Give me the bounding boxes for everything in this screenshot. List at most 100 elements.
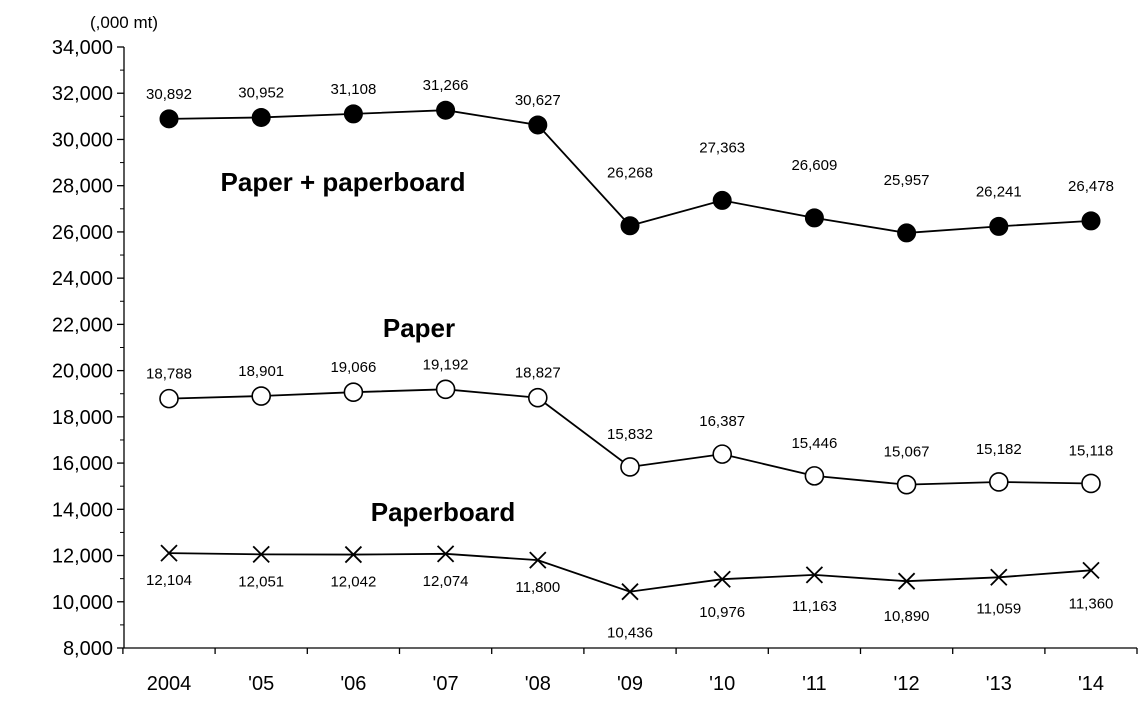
data-label: 10,890	[884, 608, 930, 625]
data-label: 16,387	[699, 413, 745, 430]
y-tick-label: 16,000	[52, 453, 113, 475]
y-tick-label: 34,000	[52, 37, 113, 59]
data-label: 26,478	[1068, 178, 1114, 195]
x-tick-label: '06	[340, 673, 366, 695]
data-point	[896, 474, 917, 495]
data-label: 15,182	[976, 441, 1022, 458]
data-point	[805, 566, 824, 584]
data-label: 12,104	[146, 572, 192, 589]
y-tick-label: 28,000	[52, 176, 113, 198]
data-label: 10,436	[607, 625, 653, 642]
y-tick-label: 32,000	[52, 83, 113, 105]
data-label: 30,627	[515, 92, 561, 109]
data-label: 12,042	[330, 574, 376, 591]
y-axis-unit-label: (,000 mt)	[90, 13, 158, 32]
data-point	[620, 457, 640, 477]
data-label: 26,241	[976, 183, 1022, 200]
data-label: 15,118	[1069, 442, 1114, 459]
data-label: 25,957	[884, 172, 930, 189]
data-point	[436, 545, 455, 563]
data-label: 15,067	[884, 444, 930, 461]
y-tick-label: 8,000	[63, 638, 113, 660]
data-point	[252, 545, 270, 563]
data-point	[528, 115, 548, 135]
y-tick-labels: 8,000 10,000 12,000 14,000 16,000 18,000 20,00…	[52, 37, 113, 660]
data-label: 10,976	[699, 604, 745, 621]
cross-stroke	[990, 568, 1008, 586]
data-label: 26,268	[607, 165, 653, 182]
data-point	[1082, 561, 1100, 579]
cross-stroke	[805, 566, 824, 584]
cross-stroke	[344, 545, 363, 564]
data-point	[897, 223, 917, 243]
x-tick-labels: 2004 '05 '06 '07 '08 '09 '10 '11 '12 '13 '14	[147, 673, 1104, 695]
data-label: 11,059	[976, 600, 1021, 617]
y-tick-label: 14,000	[52, 499, 113, 521]
data-label: 26,609	[791, 157, 837, 174]
y-tick-label: 30,000	[52, 129, 113, 151]
series-label: Paperboard	[371, 497, 516, 527]
series-label: Paper + paperboard	[221, 167, 466, 197]
data-label: 31,108	[330, 81, 376, 98]
data-point	[529, 551, 547, 569]
data-point	[621, 583, 639, 601]
data-point	[897, 572, 916, 590]
data-label: 11,163	[792, 598, 837, 615]
data-point	[712, 190, 732, 210]
x-tick-label: '13	[986, 673, 1012, 695]
cross-stroke	[252, 545, 270, 563]
x-tick-label: '09	[617, 673, 643, 695]
series-line-paperboard	[168, 552, 1092, 593]
x-tick-label: '12	[894, 673, 920, 695]
data-label: 18,788	[146, 366, 192, 383]
data-label: 11,800	[515, 579, 560, 596]
data-point	[712, 444, 733, 464]
x-tick-label: '10	[709, 673, 735, 695]
x-tick-label: '05	[248, 673, 274, 695]
data-label: 19,192	[423, 356, 469, 373]
data-point	[436, 100, 456, 120]
data-point	[159, 109, 179, 129]
y-tick-label: 10,000	[52, 592, 113, 614]
data-label: 31,266	[423, 77, 469, 94]
cross-stroke	[1082, 561, 1100, 579]
data-label: 11,360	[1069, 595, 1114, 612]
x-tick-label: '11	[802, 673, 827, 695]
series-label: Paper	[383, 313, 455, 343]
series-labels: Paper + paperboard Paper Paperboard	[221, 167, 516, 527]
data-point	[713, 570, 731, 588]
cross-stroke	[529, 551, 547, 569]
series-markers	[159, 100, 1101, 601]
cross-stroke	[713, 570, 731, 588]
data-point	[251, 386, 272, 406]
data-label: 27,363	[699, 139, 745, 156]
data-point	[343, 382, 364, 403]
data-point	[159, 388, 179, 409]
cross-stroke	[897, 572, 916, 590]
data-point	[1081, 211, 1101, 231]
data-point	[988, 472, 1009, 492]
data-label: 30,952	[238, 84, 284, 101]
data-point	[435, 379, 456, 400]
data-labels: 30,892 30,952 31,108 31,266 30,627 26,268 27,3…	[146, 77, 1114, 641]
data-label: 12,074	[423, 573, 469, 590]
cross-stroke	[160, 544, 178, 562]
y-tick-label: 26,000	[52, 222, 113, 244]
y-tick-label: 12,000	[52, 546, 113, 568]
cross-stroke	[436, 545, 455, 563]
data-point	[620, 216, 640, 236]
y-tick-label: 22,000	[52, 314, 113, 336]
cross-stroke	[621, 583, 639, 601]
data-point	[989, 216, 1009, 236]
x-tick-label: '08	[525, 673, 551, 695]
data-point	[160, 544, 178, 562]
x-tick-label: 2004	[147, 673, 192, 695]
data-label: 15,446	[791, 435, 837, 452]
y-tick-label: 20,000	[52, 361, 113, 383]
x-tick-label: '07	[433, 673, 459, 695]
data-point	[804, 466, 825, 486]
y-tick-label: 24,000	[52, 268, 113, 290]
y-tick-label: 18,000	[52, 407, 113, 429]
x-tick-label: '14	[1078, 673, 1104, 695]
data-point	[251, 107, 271, 127]
